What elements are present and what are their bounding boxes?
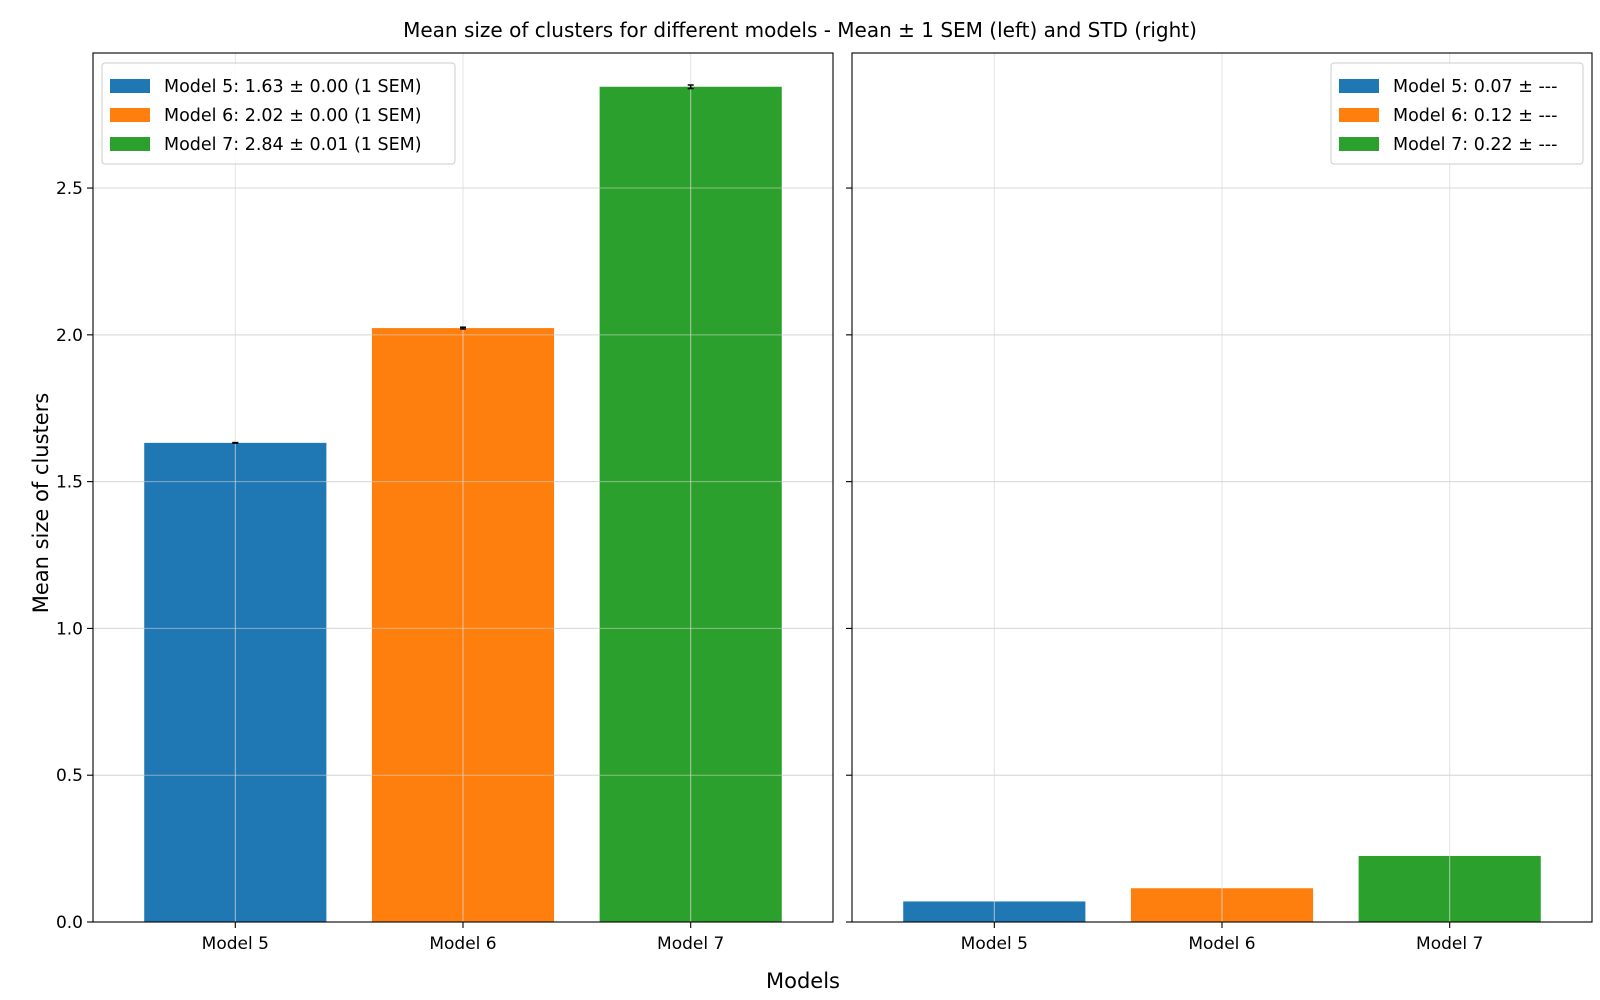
y-tick-label: 1.0 [56,619,83,639]
legend-frame [101,62,456,165]
error-bar [232,441,239,444]
y-tick-label: 2.0 [56,326,83,346]
panel-right: Model 5 Model 6 Model 7 Model 5: 0.07 ± ---… [846,52,1593,954]
legend-entry: Model 6: 2.02 ± 0.00 (1 SEM) [164,106,422,126]
x-tick-label: Model 7 [1416,934,1483,954]
legend-swatch [110,108,150,122]
legend-swatch [110,79,150,93]
error-bar [460,326,466,330]
legend-entry: Model 7: 2.84 ± 0.01 (1 SEM) [164,135,422,155]
x-tick-label: Model 6 [429,934,496,954]
y-tick-label: 0.0 [56,913,83,933]
y-axis-label: Mean size of clusters [29,393,53,614]
legend-frame [1330,62,1584,165]
y-tick-label: 0.5 [56,766,83,786]
x-tick-label: Model 7 [657,934,724,954]
legend-entry: Model 5: 0.07 ± --- [1393,77,1557,97]
error-bar [687,84,694,90]
x-axis-label: Models [766,969,840,993]
panel-left: 0.0 0.5 1.0 1.5 2.0 2.5 Model 5 Model 6 Model 7 M… [56,52,834,954]
x-tick-label: Model 5 [202,934,269,954]
legend: Model 5: 1.63 ± 0.00 (1 SEM) Model 6: 2.0… [101,62,456,165]
x-tick-label: Model 6 [1188,934,1255,954]
legend-swatch [1339,79,1379,93]
chart-title: Mean size of clusters for different mode… [403,18,1197,42]
y-tick-label: 1.5 [56,473,83,493]
y-tick-label: 2.5 [56,179,83,199]
x-tick-label: Model 5 [961,934,1028,954]
legend-swatch [1339,137,1379,151]
legend-swatch [1339,108,1379,122]
legend-entry: Model 5: 1.63 ± 0.00 (1 SEM) [164,77,422,97]
legend-entry: Model 7: 0.22 ± --- [1393,135,1557,155]
legend: Model 5: 0.07 ± --- Model 6: 0.12 ± --- Mo… [1330,62,1584,165]
legend-swatch [110,137,150,151]
legend-entry: Model 6: 0.12 ± --- [1393,106,1557,126]
